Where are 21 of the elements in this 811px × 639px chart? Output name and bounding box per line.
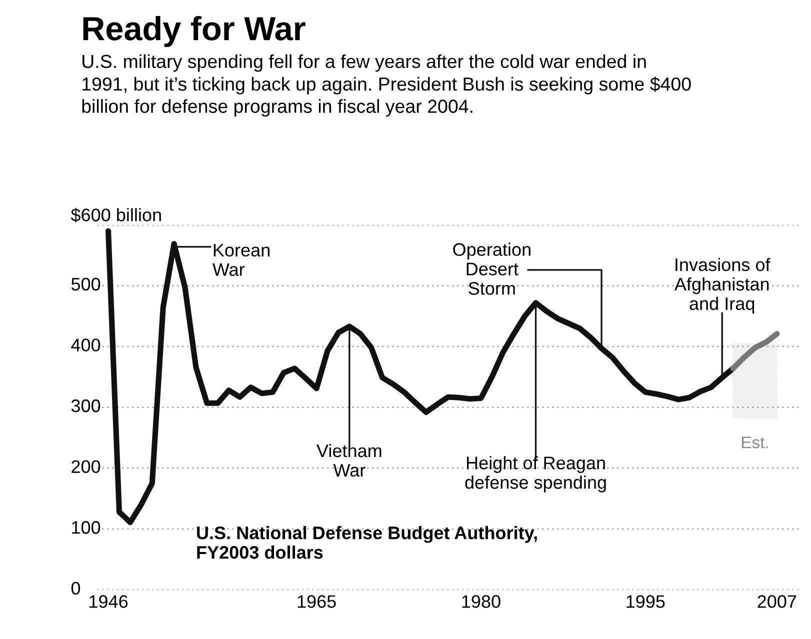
y-tick-label: 200 xyxy=(72,460,100,474)
band-label: Est. xyxy=(742,436,768,448)
y-tick-label: 500 xyxy=(71,278,100,291)
x-tick-label: 1980 xyxy=(462,595,500,608)
x-tick-label: 1946 xyxy=(90,595,128,608)
chart-title: Ready for War xyxy=(83,16,306,48)
x-tick-label: 1995 xyxy=(626,595,665,608)
x-tick-label: 2007 xyxy=(758,595,796,608)
annotation: U.S. National Defense Budget Authority, FY2003 dollars xyxy=(197,526,537,559)
y-tick-label: 0 xyxy=(71,582,80,595)
annotation: Invasions of Afghanistan and Iraq xyxy=(674,258,770,314)
y-tick-label: 100 xyxy=(72,521,100,534)
x-tick-label: 1965 xyxy=(298,595,336,608)
y-tick-label: $600 billion xyxy=(70,208,161,222)
y-tick-label: 300 xyxy=(71,399,100,412)
y-tick-label: 400 xyxy=(71,338,100,352)
annotation: Operation Desert Storm xyxy=(453,242,530,295)
annotation: Vietnam War xyxy=(316,444,382,477)
chart-subtitle: U.S. military spending fell for a few years after the cold war ended in 1991, but it’s ticking back up again. President Bush is seeking some $400 billion for defense programs in fiscal year 2004. xyxy=(82,54,691,117)
annotation: Height of Reagan defense spending xyxy=(465,456,606,492)
annotation: Korean War xyxy=(212,244,270,276)
